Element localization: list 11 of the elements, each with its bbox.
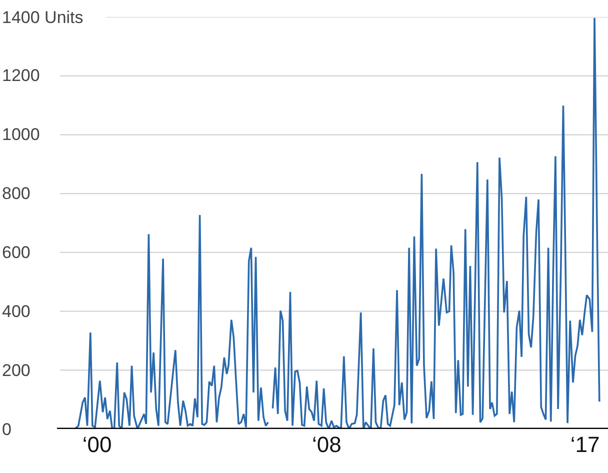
y-tick-label: 1200 bbox=[2, 66, 40, 85]
x-tick-label: ‘08 bbox=[312, 432, 342, 457]
x-tick-label: ‘00 bbox=[82, 432, 112, 457]
y-tick-label: 400 bbox=[2, 302, 30, 321]
y-tick-label: 200 bbox=[2, 361, 30, 380]
y-tick-label: 600 bbox=[2, 243, 30, 262]
y-tick-label: 800 bbox=[2, 184, 30, 203]
y-tick-label: 0 bbox=[2, 420, 12, 439]
y-tick-label: 1000 bbox=[2, 125, 40, 144]
x-tick-label: ‘17 bbox=[570, 432, 600, 457]
y-tick-label: 1400 Units bbox=[2, 8, 84, 27]
